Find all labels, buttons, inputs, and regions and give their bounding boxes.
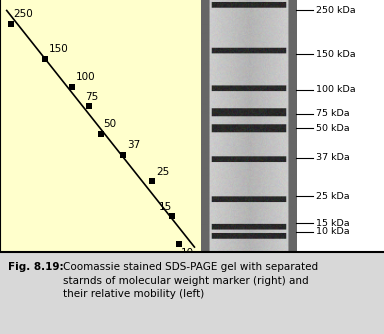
Text: 37 kDa: 37 kDa — [316, 153, 350, 162]
X-axis label: Rf: Rf — [94, 274, 107, 287]
Text: 150 kDa: 150 kDa — [316, 50, 356, 59]
Text: 150: 150 — [49, 44, 69, 54]
Text: 15: 15 — [159, 202, 172, 212]
Text: 100: 100 — [76, 72, 96, 82]
Text: 50 kDa: 50 kDa — [316, 124, 350, 133]
Text: 100 kDa: 100 kDa — [316, 86, 356, 95]
Text: 15 kDa: 15 kDa — [316, 218, 350, 227]
Text: 250 kDa: 250 kDa — [316, 6, 356, 15]
Text: 37: 37 — [127, 140, 141, 150]
Text: 50: 50 — [103, 119, 116, 129]
Text: 75: 75 — [85, 92, 98, 102]
Text: Coomassie stained SDS-PAGE gel with separated
starnds of molecular weight marker: Coomassie stained SDS-PAGE gel with sepa… — [63, 262, 318, 299]
Text: 75 kDa: 75 kDa — [316, 109, 350, 118]
Text: 10: 10 — [181, 248, 194, 259]
Text: 10 kDa: 10 kDa — [316, 227, 350, 236]
Text: 25 kDa: 25 kDa — [316, 192, 350, 201]
Text: 250: 250 — [13, 9, 33, 19]
Text: 25: 25 — [156, 167, 170, 177]
Text: Fig. 8.19:: Fig. 8.19: — [8, 262, 63, 272]
